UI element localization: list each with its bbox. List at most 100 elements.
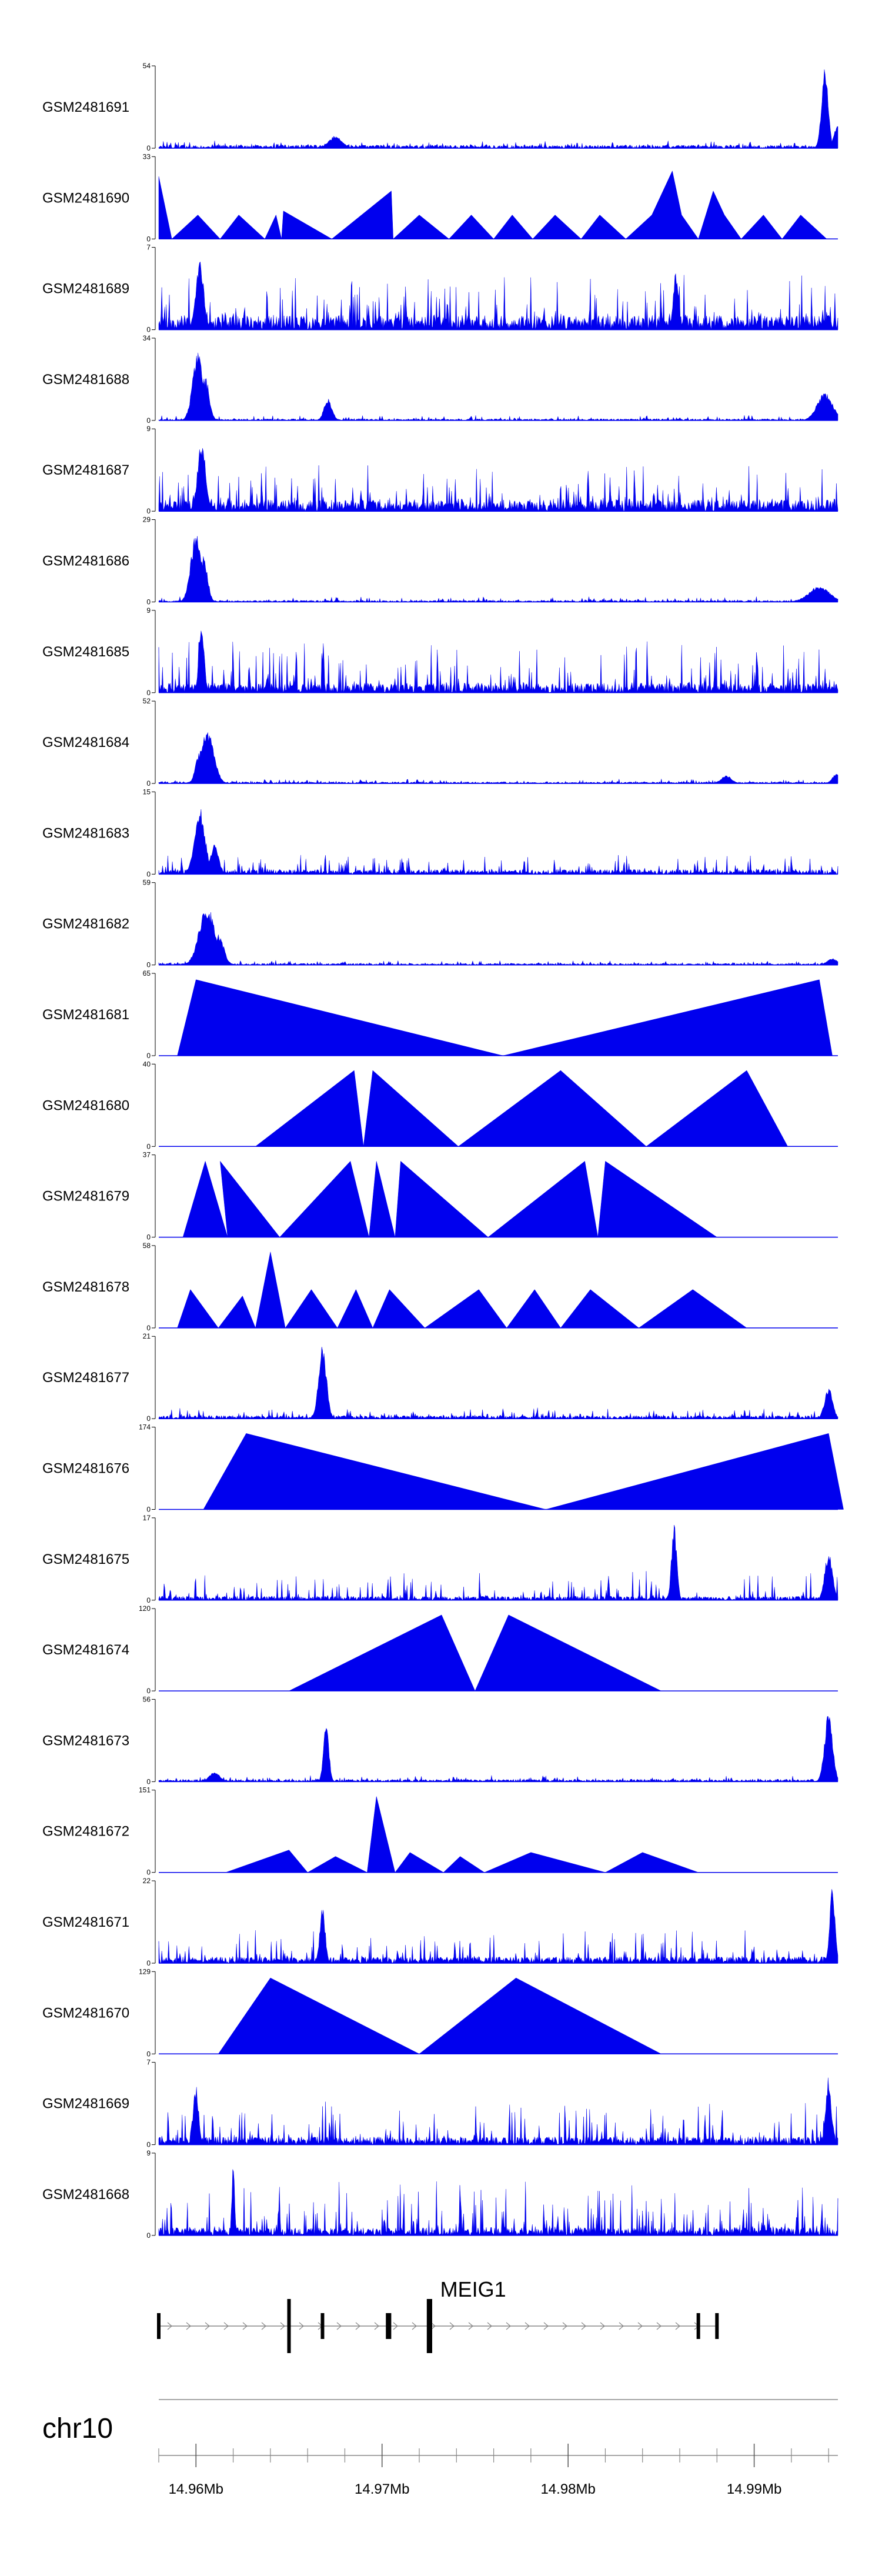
track-GSM2481677: GSM2481677 21 0 (42, 1332, 838, 1423)
coverage-area (218, 1977, 662, 2054)
strand-arrow (487, 2322, 492, 2330)
strand-arrow (205, 2322, 210, 2330)
track-label: GSM2481677 (42, 1370, 129, 1386)
track-label: GSM2481680 (42, 1097, 129, 1113)
track-GSM2481685: GSM2481685 9 0 (42, 606, 838, 697)
track-GSM2481689: GSM2481689 7 0 (42, 243, 838, 334)
strand-arrow (506, 2322, 511, 2330)
coverage-area (289, 1614, 662, 1691)
track-GSM2481686: GSM2481686 29 0 (42, 516, 838, 606)
coverage-area (158, 1716, 838, 1783)
y-tick-label-max: 54 (143, 62, 151, 70)
y-tick-label-zero: 0 (146, 2141, 151, 2149)
coverage-area (158, 809, 838, 875)
strand-arrow (430, 2322, 436, 2330)
track-label: GSM2481682 (42, 916, 129, 932)
track-GSM2481681: GSM2481681 65 0 (42, 969, 838, 1060)
track-GSM2481673: GSM2481673 56 0 (42, 1695, 838, 1786)
strand-arrow (167, 2322, 172, 2330)
y-tick-label-max: 9 (146, 425, 151, 433)
y-tick-label-max: 65 (143, 969, 151, 977)
y-tick-label-zero: 0 (146, 416, 151, 425)
track-label: GSM2481668 (42, 2187, 129, 2203)
exon-block (287, 2299, 291, 2353)
y-tick-label-zero: 0 (146, 1233, 151, 1242)
track-label: GSM2481689 (42, 281, 129, 297)
coverage-area (158, 2077, 838, 2145)
y-tick-label-zero: 0 (146, 1414, 151, 1423)
y-tick-label-zero: 0 (146, 1868, 151, 1877)
y-tick-label-zero: 0 (146, 779, 151, 788)
track-label: GSM2481678 (42, 1279, 129, 1295)
coverage-area (158, 630, 838, 693)
strand-arrow (581, 2322, 586, 2330)
gene-model: MEIG1 (157, 2277, 719, 2353)
y-tick-label-max: 59 (143, 879, 151, 887)
strand-arrow (656, 2322, 662, 2330)
strand-arrow (393, 2322, 398, 2330)
coverage-area (158, 170, 827, 239)
strand-arrow (280, 2322, 285, 2330)
y-tick-label-zero: 0 (146, 961, 151, 969)
coverage-area (158, 1889, 838, 1964)
y-tick-label-zero: 0 (146, 235, 151, 243)
y-tick-label-zero: 0 (146, 1324, 151, 1332)
track-label: GSM2481674 (42, 1642, 129, 1658)
track-GSM2481668: GSM2481668 9 0 (42, 2149, 838, 2240)
track-label: GSM2481688 (42, 372, 129, 388)
strand-arrow (619, 2322, 624, 2330)
y-tick-label-zero: 0 (146, 1959, 151, 1967)
track-GSM2481669: GSM2481669 7 0 (42, 2058, 838, 2149)
track-GSM2481680: GSM2481680 40 0 (42, 1060, 838, 1150)
exon-block (320, 2313, 325, 2339)
y-tick-label-max: 58 (143, 1242, 151, 1250)
y-tick-label-max: 37 (143, 1151, 151, 1159)
y-tick-label-zero: 0 (146, 598, 151, 606)
track-label: GSM2481690 (42, 190, 129, 206)
coverage-area (158, 536, 838, 603)
exon-block (696, 2313, 700, 2339)
strand-arrow (374, 2322, 379, 2330)
y-tick-label-zero: 0 (146, 1687, 151, 1695)
coverage-area (158, 261, 838, 331)
strand-arrow (412, 2322, 417, 2330)
coverage-area (255, 1070, 789, 1147)
y-tick-label-zero: 0 (146, 326, 151, 334)
coverage-area (158, 69, 838, 149)
track-label: GSM2481669 (42, 2096, 129, 2112)
track-label: GSM2481683 (42, 825, 129, 841)
track-label: GSM2481687 (42, 462, 129, 478)
track-label: GSM2481686 (42, 553, 129, 569)
track-GSM2481682: GSM2481682 59 0 (42, 879, 838, 969)
exon-block (157, 2313, 161, 2339)
strand-arrow (562, 2322, 567, 2330)
coverage-area (177, 1252, 747, 1329)
coverage-area (158, 2169, 838, 2236)
y-tick-label-zero: 0 (146, 507, 151, 515)
y-tick-label-max: 9 (146, 2149, 151, 2157)
axis-tick-label: 14.96Mb (169, 2481, 223, 2497)
coverage-area (182, 1160, 718, 1237)
y-tick-label-max: 52 (143, 697, 151, 705)
track-label: GSM2481673 (42, 1733, 129, 1749)
track-GSM2481690: GSM2481690 33 0 (42, 152, 838, 243)
axis-tick-label: 14.98Mb (540, 2481, 595, 2497)
y-tick-label-max: 29 (143, 516, 151, 524)
track-GSM2481684: GSM2481684 52 0 (42, 697, 838, 788)
track-label: GSM2481679 (42, 1189, 129, 1204)
track-label: GSM2481676 (42, 1461, 129, 1477)
y-tick-label-max: 120 (139, 1604, 151, 1613)
coverage-area (158, 352, 838, 421)
y-tick-label-max: 174 (139, 1423, 151, 1432)
track-label: GSM2481691 (42, 99, 129, 115)
genome-axis: chr10 14.96Mb 14.97Mb 14.98Mb 14.99Mb (42, 2399, 838, 2497)
track-label: GSM2481671 (42, 1914, 129, 1930)
track-GSM2481688: GSM2481688 34 0 (42, 334, 838, 425)
coverage-area (158, 448, 838, 512)
y-tick-label-zero: 0 (146, 2050, 151, 2058)
exon-block (715, 2313, 719, 2339)
y-tick-label-max: 129 (139, 1967, 151, 1976)
strand-arrow (524, 2322, 530, 2330)
track-label: GSM2481672 (42, 1824, 129, 1840)
